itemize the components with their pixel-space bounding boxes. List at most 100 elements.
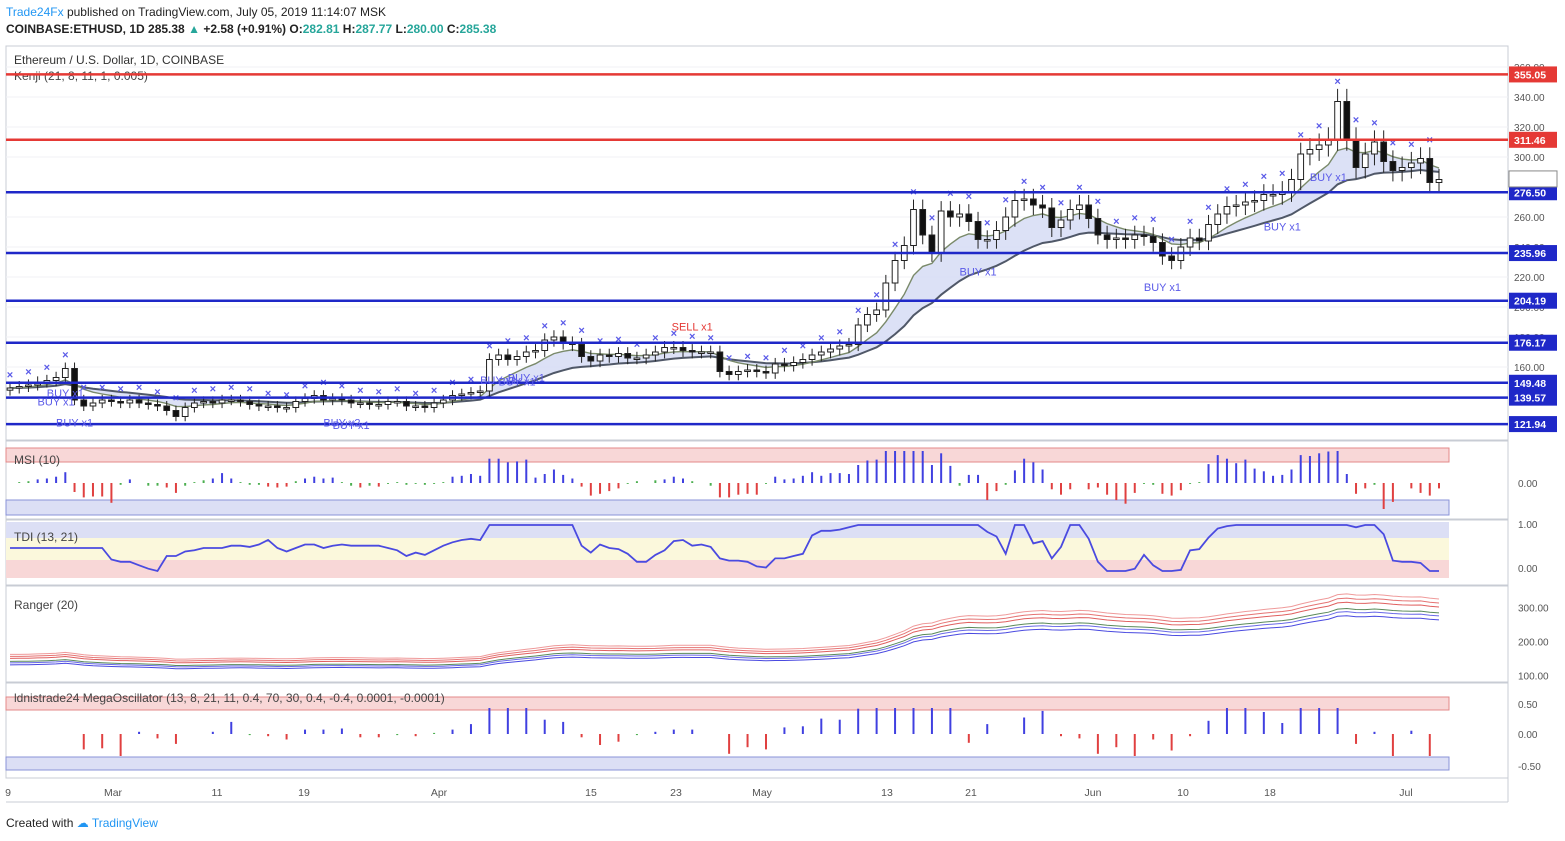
- mega-tick-label: 0.50: [1518, 700, 1538, 711]
- candle-up: [458, 393, 466, 396]
- signal-cross-marker: ×: [818, 333, 824, 345]
- level-label-311-46: 311.46: [1514, 135, 1546, 147]
- tdi-line: [10, 524, 1439, 573]
- candle-up: [1076, 204, 1083, 210]
- candle-up: [873, 309, 880, 315]
- candle-up: [292, 401, 300, 408]
- level-badge: [1509, 292, 1557, 309]
- candle-up: [1131, 234, 1139, 240]
- signal-cross-marker: ×: [1150, 214, 1156, 226]
- signal-cross-marker: ×: [1039, 182, 1045, 194]
- signal-cross-marker: ×: [966, 191, 972, 203]
- price-tick-label: 160.00: [1514, 363, 1545, 374]
- ranger-line: [9, 615, 1440, 670]
- level-badge: [1509, 245, 1557, 262]
- candle-up: [1066, 209, 1074, 221]
- candle-up: [910, 209, 917, 246]
- ranger-line: [9, 607, 1440, 666]
- price-tick-label: 300.00: [1514, 153, 1545, 164]
- footer: Created with ☁ TradingView: [6, 816, 158, 830]
- level-badge: [1509, 389, 1557, 406]
- candle-up: [439, 399, 447, 404]
- close-label: C:: [446, 22, 460, 36]
- mega-oscillator-title: ldnistrade24 MegaOscillator (13, 8, 21, …: [14, 691, 445, 705]
- candle-down: [1389, 161, 1397, 171]
- candle-up: [808, 354, 816, 360]
- level-label-139-57: 139.57: [1514, 393, 1546, 405]
- candle-up: [375, 404, 383, 407]
- signal-cross-marker: ×: [81, 382, 87, 394]
- candle-down: [1122, 237, 1129, 240]
- candle-down: [762, 371, 770, 374]
- last-price-badge: [1508, 170, 1558, 188]
- time-tick-label: Jun: [1085, 787, 1102, 799]
- signal-cross-marker: ×: [1353, 114, 1359, 126]
- signal-cross-marker: ×: [1261, 171, 1267, 183]
- up-arrow-icon: ▲: [188, 22, 200, 36]
- tdi-title: TDI (13, 21): [14, 530, 78, 544]
- tdi-tick-label: 0.00: [1518, 564, 1538, 575]
- signal-cross-marker: ×: [1205, 202, 1211, 214]
- high-value: 287.77: [355, 22, 393, 36]
- signal-cross-marker: ×: [1187, 216, 1193, 228]
- candle-up: [1214, 213, 1222, 225]
- publisher-name[interactable]: Trade24Fx: [6, 5, 64, 19]
- signal-cross-marker: ×: [1168, 234, 1174, 246]
- tradingview-link[interactable]: TradingView: [91, 816, 158, 830]
- signal-cross-marker: ×: [283, 390, 289, 402]
- candle-down: [117, 401, 124, 404]
- mega-tick-label: 0.00: [1518, 730, 1538, 741]
- time-tick-label: 19: [298, 787, 310, 799]
- signal-cross-marker: ×: [44, 362, 50, 374]
- candle-down: [1039, 204, 1046, 209]
- candle-down: [725, 371, 733, 375]
- candle-up: [1315, 144, 1323, 150]
- price-tick-label: 320.00: [1514, 123, 1545, 134]
- candle-up: [651, 351, 659, 356]
- candle-down: [965, 213, 973, 222]
- signal-cross-marker: ×: [800, 340, 806, 352]
- signal-cross-marker: ×: [1002, 194, 1008, 206]
- time-tick-label: May: [752, 787, 773, 799]
- ranger-line: [9, 601, 1440, 664]
- candle-up: [1223, 206, 1231, 215]
- candle-down: [154, 404, 161, 407]
- signal-cross-marker: ×: [1095, 196, 1101, 208]
- level-badge: [1509, 374, 1557, 391]
- candle-up: [541, 339, 549, 351]
- candle-up: [430, 402, 438, 408]
- signal-cross-marker: ×: [1390, 137, 1396, 149]
- candle-up: [836, 345, 844, 350]
- level-badge: [1509, 66, 1557, 83]
- signal-cross-marker: ×: [1058, 197, 1064, 209]
- candle-up: [218, 399, 226, 404]
- signal-cross-marker: ×: [136, 382, 142, 394]
- signal-cross-marker: ×: [265, 388, 271, 400]
- candle-down: [587, 356, 595, 362]
- time-tick-label: 10: [1177, 787, 1189, 799]
- candle-down: [1159, 242, 1166, 257]
- candle-up: [1371, 141, 1378, 155]
- candle-up: [126, 399, 134, 404]
- candle-up: [495, 354, 502, 360]
- candle-down: [1352, 138, 1360, 168]
- ranger-tick-label: 200.00: [1518, 638, 1549, 649]
- candle-up: [1435, 179, 1443, 183]
- sell-signal-label: SELL x1: [672, 322, 713, 334]
- candle-down: [688, 350, 696, 353]
- candle-up: [937, 210, 945, 254]
- price-tick-label: 220.00: [1514, 273, 1545, 284]
- time-tick-label: Mar: [104, 787, 123, 799]
- kenji-indicator-label: Kenji (21, 8, 11, 1, 0.005): [14, 69, 148, 83]
- msi-title: MSI (10): [14, 453, 60, 467]
- signal-cross-marker: ×: [1408, 139, 1414, 151]
- level-badge: [1509, 131, 1557, 148]
- level-badge: [1509, 184, 1557, 201]
- signal-cross-marker: ×: [615, 334, 621, 346]
- signal-cross-marker: ×: [744, 351, 750, 363]
- candle-up: [993, 230, 1000, 240]
- msi-overbought-band: [5, 447, 1450, 463]
- candle-down: [919, 209, 927, 236]
- ranger-line: [10, 597, 1440, 662]
